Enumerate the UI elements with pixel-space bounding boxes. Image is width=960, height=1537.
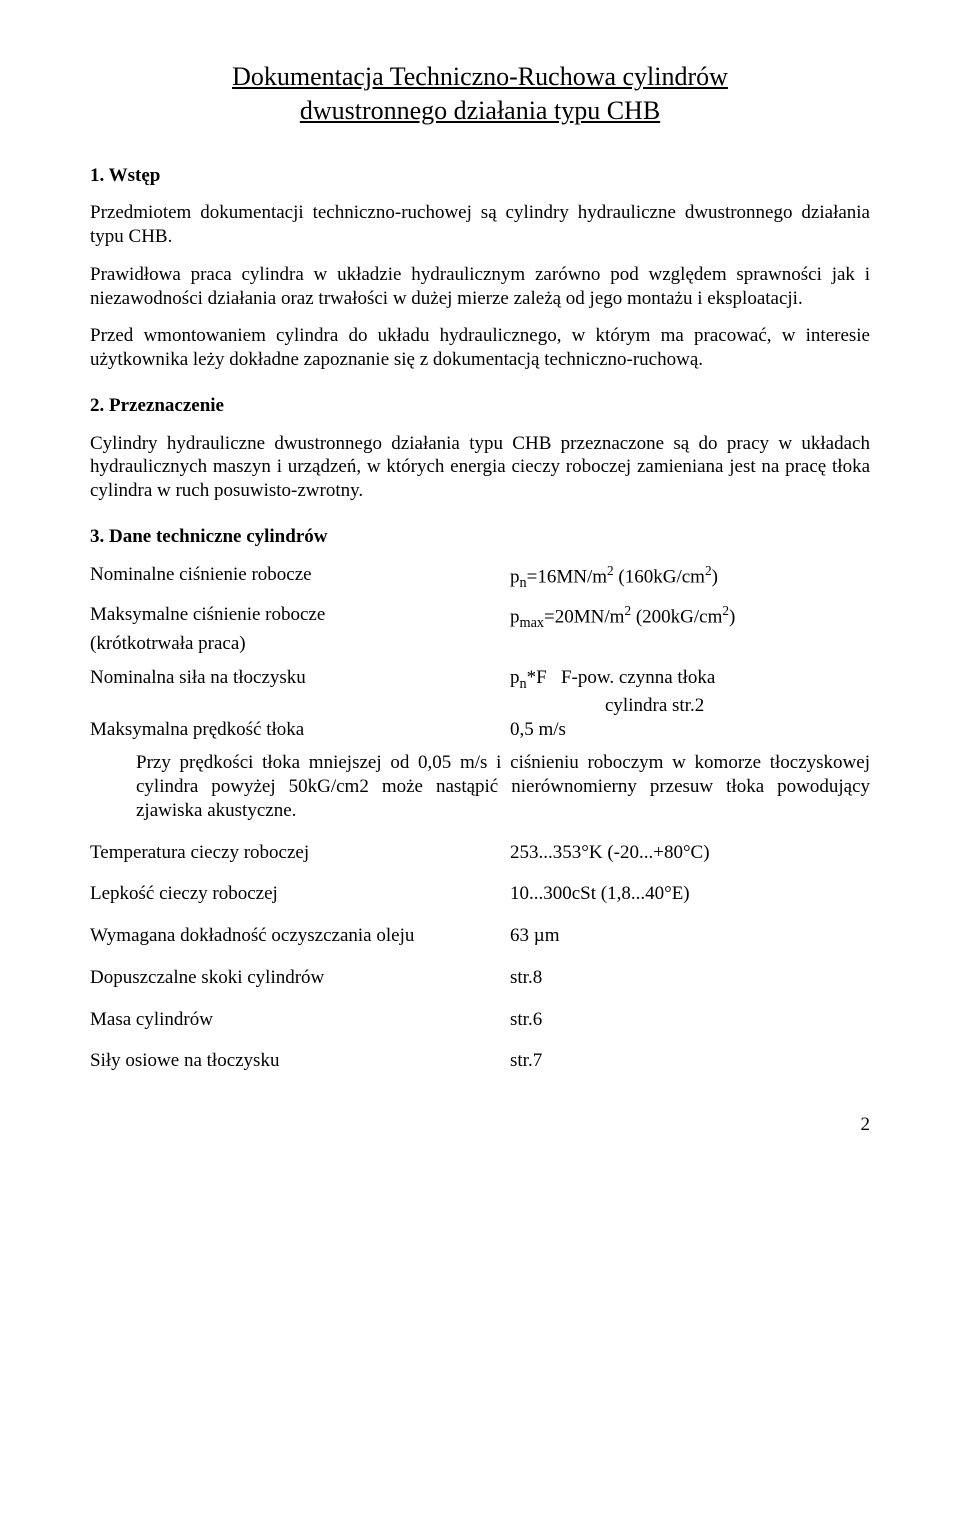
spec-row: Masa cylindrów str.6 (90, 1008, 870, 1032)
section-1-paragraph-2: Prawidłowa praca cylindra w układzie hyd… (90, 263, 870, 311)
section-1-heading: 1. Wstęp (90, 164, 870, 188)
spec-value: 253...353°K (-20...+80°C) (510, 841, 870, 865)
spec-row: Maksymalna prędkość tłoka 0,5 m/s (90, 718, 870, 742)
document-title: Dokumentacja Techniczno-Ruchowa cylindró… (90, 60, 870, 128)
spec-label: Maksymalne ciśnienie robocze (90, 603, 510, 633)
spec-row: Dopuszczalne skoki cylindrów str.8 (90, 966, 870, 990)
spec-value: pn=16MN/m2 (160kG/cm2) (510, 563, 870, 593)
spec-label: Siły osiowe na tłoczysku (90, 1049, 510, 1073)
spec-label: Lepkość cieczy roboczej (90, 882, 510, 906)
spec-label: Masa cylindrów (90, 1008, 510, 1032)
spec-sublabel: (krótkotrwała praca) (90, 632, 870, 656)
section-1-paragraph-3: Przed wmontowaniem cylindra do układu hy… (90, 324, 870, 372)
spec-row: Maksymalne ciśnienie robocze pmax=20MN/m… (90, 603, 870, 633)
spec-value: str.7 (510, 1049, 870, 1073)
spec-label: Nominalne ciśnienie robocze (90, 563, 510, 593)
spec-value: pmax=20MN/m2 (200kG/cm2) (510, 603, 870, 633)
section-1-paragraph-1: Przedmiotem dokumentacji techniczno-ruch… (90, 201, 870, 249)
spec-row: Siły osiowe na tłoczysku str.7 (90, 1049, 870, 1073)
spec-value: pn*F F-pow. czynna tłoka cylindra str.2 (510, 666, 870, 717)
spec-value: str.6 (510, 1008, 870, 1032)
spec-value: 0,5 m/s (510, 718, 870, 742)
spec-row: Wymagana dokładność oczyszczania oleju 6… (90, 924, 870, 948)
spec-label: Maksymalna prędkość tłoka (90, 718, 510, 742)
section-2-heading: 2. Przeznaczenie (90, 394, 870, 418)
spec-label: Temperatura cieczy roboczej (90, 841, 510, 865)
page-number: 2 (90, 1113, 870, 1137)
spec-label: Dopuszczalne skoki cylindrów (90, 966, 510, 990)
spec-value: 10...300cSt (1,8...40°E) (510, 882, 870, 906)
spec-row: Nominalna siła na tłoczysku pn*F F-pow. … (90, 666, 870, 717)
title-line-2: dwustronnego działania typu CHB (300, 96, 660, 125)
spec-row: Lepkość cieczy roboczej 10...300cSt (1,8… (90, 882, 870, 906)
spec-row: Temperatura cieczy roboczej 253...353°K … (90, 841, 870, 865)
spec-value: str.8 (510, 966, 870, 990)
title-line-1: Dokumentacja Techniczno-Ruchowa cylindró… (232, 62, 728, 91)
spec-label: Wymagana dokładność oczyszczania oleju (90, 924, 510, 948)
section-3-note: Przy prędkości tłoka mniejszej od 0,05 m… (136, 751, 870, 822)
section-3-heading: 3. Dane techniczne cylindrów (90, 525, 870, 549)
section-2-paragraph-1: Cylindry hydrauliczne dwustronnego dział… (90, 432, 870, 503)
spec-value: 63 µm (510, 924, 870, 948)
spec-label: Nominalna siła na tłoczysku (90, 666, 510, 717)
spec-row: Nominalne ciśnienie robocze pn=16MN/m2 (… (90, 563, 870, 593)
